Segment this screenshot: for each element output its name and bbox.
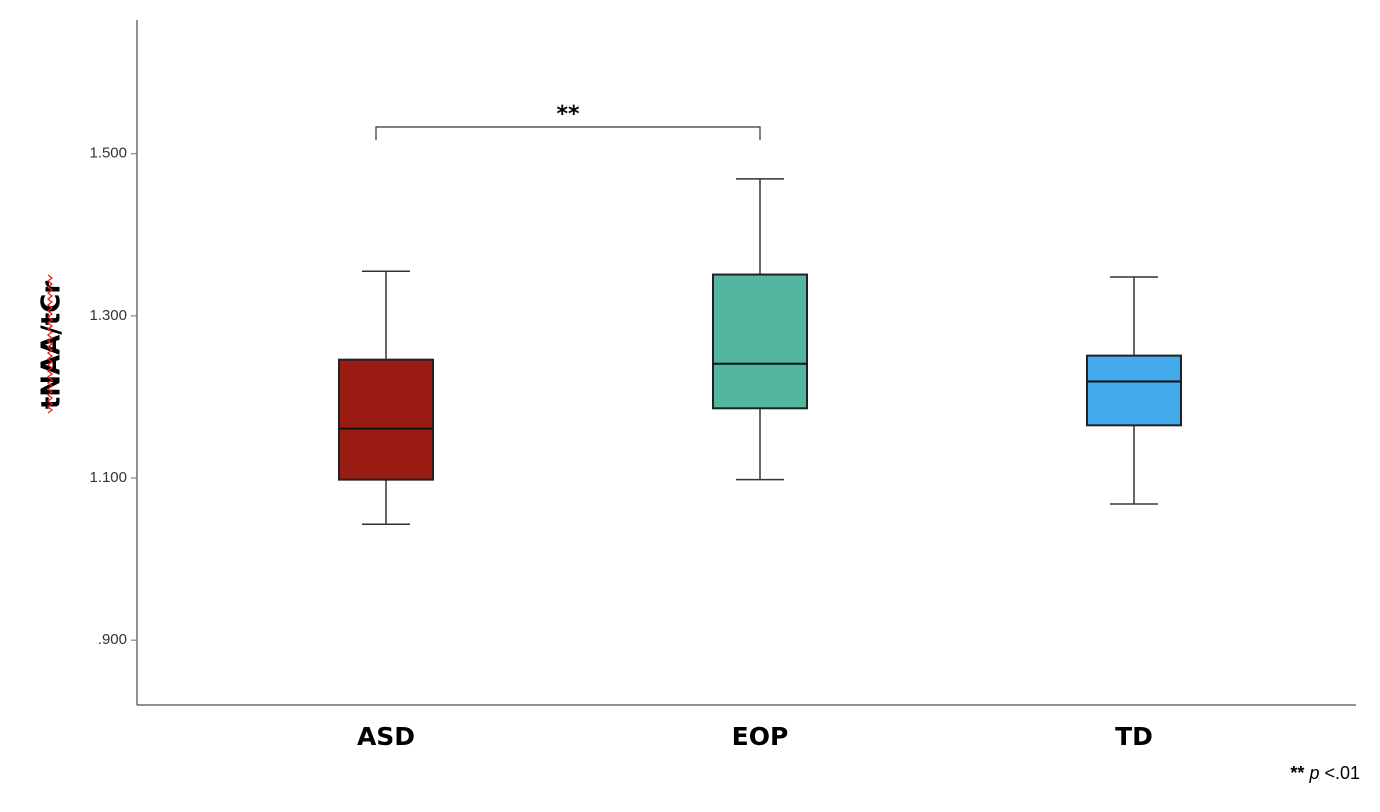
- significance-footnote: ** p <.01: [1290, 763, 1360, 784]
- box-series: [338, 178, 1182, 525]
- y-tick-label: 1.500: [89, 145, 127, 162]
- spellcheck-underline: [46, 274, 54, 414]
- significance-bracket: **: [375, 102, 761, 140]
- x-category-label: TD: [1115, 722, 1153, 751]
- footnote-threshold: <.01: [1319, 763, 1360, 783]
- iqr-box: [712, 273, 808, 410]
- y-axis-ticks: .900 1.100 1.300 1.500: [89, 145, 137, 648]
- footnote-p: p: [1309, 763, 1320, 783]
- box-asd: [338, 270, 434, 525]
- box-eop: [712, 178, 808, 481]
- y-tick-label: .900: [98, 631, 127, 648]
- y-tick-label: 1.100: [89, 469, 127, 486]
- iqr-box: [1086, 354, 1182, 427]
- iqr-box: [338, 358, 434, 481]
- footnote-stars: **: [1290, 763, 1305, 783]
- bracket-stars: **: [556, 102, 580, 127]
- y-tick-label: 1.300: [89, 307, 127, 324]
- x-category-label: ASD: [357, 722, 415, 751]
- x-axis-labels: ASD EOP TD: [357, 722, 1153, 751]
- box-td: [1086, 276, 1182, 505]
- x-category-label: EOP: [732, 722, 789, 751]
- bracket-line: [375, 126, 761, 140]
